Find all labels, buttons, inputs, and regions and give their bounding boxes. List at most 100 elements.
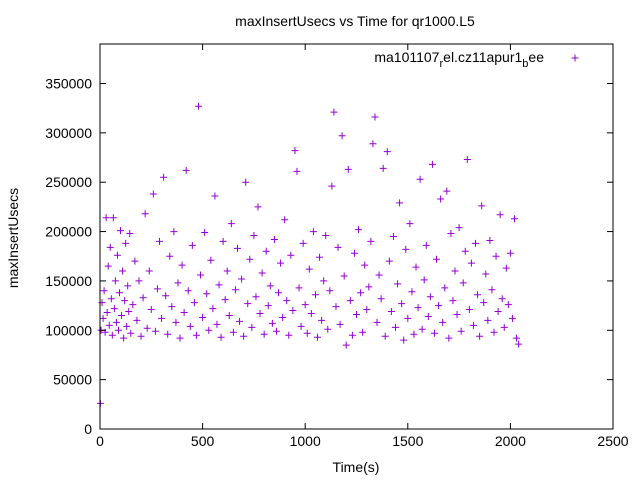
data-point: [131, 257, 139, 265]
data-point: [447, 230, 455, 238]
data-point: [449, 297, 457, 305]
data-point: [433, 255, 441, 263]
legend-name-subscript-1: r: [439, 58, 443, 70]
data-point: [137, 332, 145, 340]
data-point: [391, 323, 399, 331]
data-point: [264, 302, 272, 310]
data-point: [231, 286, 239, 294]
data-point: [147, 306, 155, 314]
data-point: [496, 211, 504, 219]
data-point: [502, 264, 510, 272]
data-point: [455, 224, 463, 232]
data-point: [326, 287, 334, 295]
data-point: [328, 182, 336, 190]
data-point: [463, 156, 471, 163]
data-point: [371, 113, 379, 121]
data-point: [408, 288, 416, 296]
data-point: [344, 165, 352, 173]
legend-marker: [571, 54, 579, 62]
data-point: [389, 233, 397, 240]
data-point: [186, 322, 194, 330]
data-point: [129, 301, 137, 309]
data-point: [492, 252, 500, 260]
data-point: [348, 331, 356, 339]
data-point: [484, 316, 492, 324]
data-point: [346, 297, 354, 305]
data-point: [268, 319, 276, 327]
data-point: [361, 261, 369, 269]
data-point: [143, 324, 151, 332]
data-point: [498, 295, 506, 303]
data-point: [426, 293, 434, 301]
data-point: [252, 293, 260, 301]
data-point: [297, 322, 305, 330]
data-point: [359, 328, 367, 336]
data-point: [287, 251, 295, 259]
data-point: [123, 322, 131, 330]
data-point: [149, 190, 157, 198]
data-point: [141, 210, 149, 218]
data-point: [240, 332, 248, 340]
chart-title: maxInsertUsecs vs Time for qr1000.L5: [235, 13, 475, 29]
data-point: [513, 334, 521, 342]
legend-marker-plus: [571, 54, 579, 62]
data-point: [305, 265, 313, 273]
data-point: [474, 291, 482, 299]
data-point: [476, 332, 484, 340]
data-point: [515, 340, 523, 348]
data-point: [119, 267, 127, 275]
data-point: [379, 164, 387, 172]
data-point: [103, 309, 111, 317]
data-point: [311, 291, 319, 299]
data-point: [180, 309, 188, 317]
data-point: [238, 275, 246, 283]
data-point: [424, 312, 432, 320]
data-point: [322, 232, 330, 240]
data-point: [242, 178, 250, 186]
data-point: [100, 287, 108, 295]
y-tick-label: 350000: [45, 75, 92, 91]
data-point: [113, 251, 121, 259]
data-point: [428, 160, 436, 168]
data-point: [122, 239, 130, 247]
legend-name-part-2: el.cz11apur1: [443, 49, 522, 65]
data-point: [178, 261, 186, 269]
data-point: [207, 256, 215, 264]
data-point: [192, 331, 200, 339]
data-point: [396, 199, 404, 207]
data-point: [256, 310, 264, 317]
data-point: [291, 147, 299, 155]
data-point: [115, 289, 123, 297]
data-point: [338, 132, 346, 140]
data-point: [213, 320, 221, 328]
legend-name-part-1: ma101107: [374, 49, 439, 65]
data-point: [124, 282, 132, 290]
data-point: [225, 311, 233, 319]
x-tick-label: 1000: [290, 433, 321, 449]
data-point: [281, 216, 289, 224]
data-point: [99, 314, 107, 322]
data-point: [377, 295, 385, 303]
data-point: [355, 226, 363, 234]
data-point: [511, 215, 519, 223]
data-point: [133, 316, 141, 324]
y-tick-label: 150000: [45, 273, 92, 289]
y-tick-label: 200000: [45, 224, 92, 240]
data-point: [260, 330, 268, 338]
data-point: [172, 318, 180, 326]
legend-name-part-3: ee: [528, 49, 544, 65]
data-point: [118, 311, 126, 319]
plot-area: [96, 102, 523, 407]
data-point: [219, 237, 227, 245]
data-point: [293, 167, 301, 175]
data-point: [342, 341, 350, 349]
data-point: [353, 310, 360, 318]
data-point: [158, 314, 166, 322]
data-point: [270, 235, 278, 243]
data-point: [398, 300, 406, 308]
data-point: [465, 306, 473, 314]
data-point: [153, 285, 161, 293]
data-point: [439, 318, 447, 326]
y-axis-label: maxInsertUsecs: [5, 188, 21, 288]
